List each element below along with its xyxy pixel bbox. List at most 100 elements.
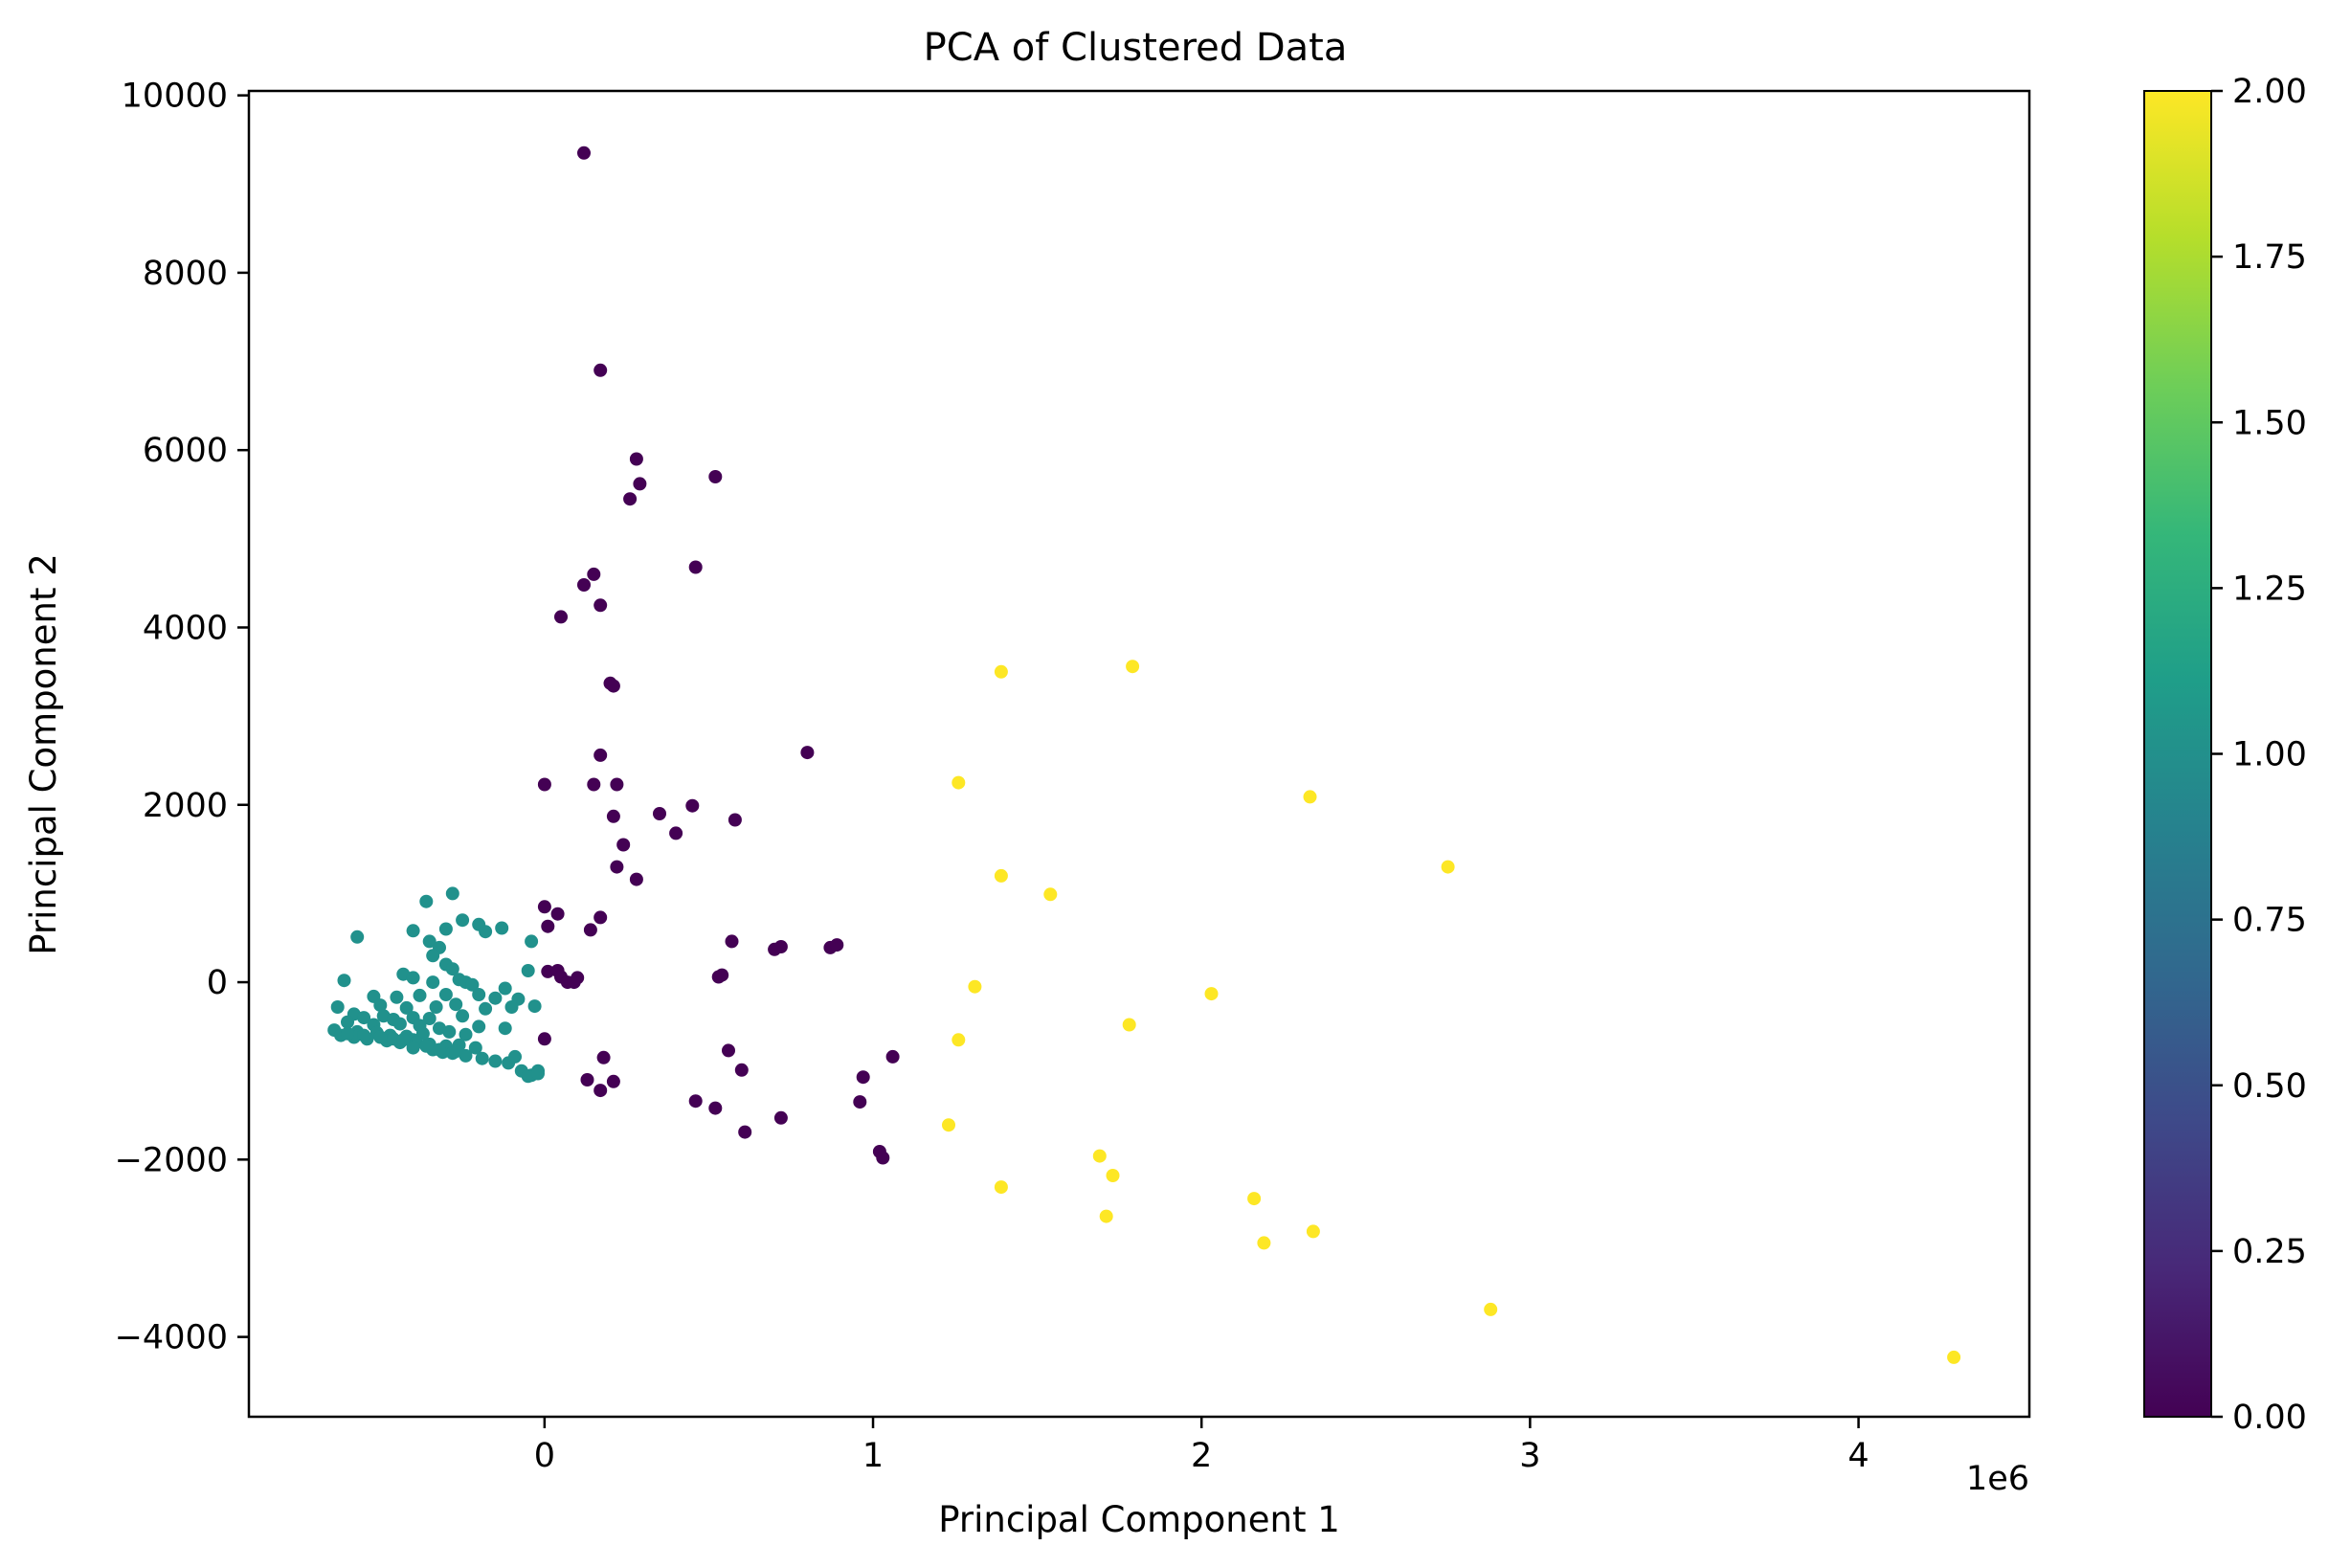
data-point-cluster-2 xyxy=(1106,1169,1120,1182)
data-point-cluster-1 xyxy=(504,1000,519,1014)
data-point-cluster-1 xyxy=(488,1054,503,1068)
colorbar-tick-label: 1.25 xyxy=(2232,570,2307,608)
data-point-cluster-1 xyxy=(399,1000,414,1015)
data-point-cluster-1 xyxy=(426,949,440,963)
data-point-cluster-1 xyxy=(456,913,470,928)
data-point-cluster-1 xyxy=(442,1024,457,1039)
data-point-cluster-1 xyxy=(406,971,420,985)
data-point-cluster-2 xyxy=(952,1033,966,1047)
x-tick-label: 3 xyxy=(1519,1437,1540,1475)
colorbar-tick-label: 1.50 xyxy=(2232,404,2307,442)
data-point-cluster-0 xyxy=(593,748,608,762)
data-point-cluster-1 xyxy=(527,999,542,1014)
data-point-cluster-1 xyxy=(521,964,535,977)
data-point-cluster-1 xyxy=(396,1033,411,1047)
x-axis-offset-label: 1e6 xyxy=(1966,1460,2029,1498)
data-point-cluster-1 xyxy=(445,886,459,901)
data-point-cluster-0 xyxy=(541,919,555,933)
colorbar-tick-label: 2.00 xyxy=(2232,73,2307,111)
data-point-cluster-2 xyxy=(952,775,966,790)
data-point-cluster-1 xyxy=(459,1027,473,1042)
data-point-cluster-1 xyxy=(456,1009,470,1023)
data-point-cluster-1 xyxy=(449,997,463,1012)
data-point-cluster-1 xyxy=(498,1021,512,1036)
data-point-cluster-0 xyxy=(623,492,638,506)
data-point-cluster-0 xyxy=(537,1032,551,1046)
data-point-cluster-1 xyxy=(498,981,512,996)
x-tick-label: 0 xyxy=(534,1437,555,1475)
y-axis: −4000 −2000 0 2000 4000 6000 8000 10000 xyxy=(115,78,249,1357)
colorbar-tick-label: 0.75 xyxy=(2232,902,2307,940)
data-point-cluster-0 xyxy=(606,1074,620,1088)
y-tick-label: −4000 xyxy=(115,1319,228,1357)
data-point-cluster-1 xyxy=(392,1017,407,1031)
data-point-cluster-1 xyxy=(357,1028,371,1042)
data-point-cluster-0 xyxy=(587,567,601,581)
data-point-cluster-0 xyxy=(685,798,700,813)
data-point-cluster-0 xyxy=(593,598,608,613)
data-point-cluster-2 xyxy=(994,1180,1008,1195)
data-point-cluster-2 xyxy=(994,664,1008,679)
y-tick-label: 10000 xyxy=(122,78,228,116)
data-point-cluster-0 xyxy=(629,872,643,886)
data-point-cluster-1 xyxy=(449,1044,463,1059)
data-point-cluster-2 xyxy=(1247,1192,1262,1206)
data-point-cluster-2 xyxy=(1122,1018,1136,1032)
data-point-cluster-0 xyxy=(577,578,591,592)
data-point-cluster-0 xyxy=(571,971,585,985)
data-point-cluster-1 xyxy=(433,1042,446,1057)
data-point-cluster-1 xyxy=(465,977,480,992)
data-point-cluster-0 xyxy=(708,470,723,483)
y-tick-label: 0 xyxy=(207,964,228,1002)
data-point-cluster-0 xyxy=(734,1063,749,1077)
data-point-cluster-0 xyxy=(537,777,551,792)
data-point-cluster-1 xyxy=(390,990,404,1004)
data-point-cluster-2 xyxy=(1257,1236,1271,1250)
data-point-cluster-0 xyxy=(577,146,591,160)
data-point-cluster-2 xyxy=(1306,1224,1320,1239)
data-point-cluster-1 xyxy=(330,1000,345,1014)
scatter-points xyxy=(327,146,1961,1364)
data-point-cluster-2 xyxy=(1441,860,1455,874)
data-point-cluster-1 xyxy=(438,922,453,936)
data-point-cluster-1 xyxy=(426,975,440,990)
data-point-cluster-1 xyxy=(525,934,539,949)
data-point-cluster-2 xyxy=(994,868,1008,883)
colorbar-tick-label: 0.50 xyxy=(2232,1067,2307,1106)
data-point-cluster-0 xyxy=(708,1101,723,1115)
data-point-cluster-0 xyxy=(610,777,624,792)
data-point-cluster-1 xyxy=(350,930,365,944)
data-point-cluster-0 xyxy=(715,968,729,982)
data-point-cluster-0 xyxy=(768,942,782,956)
data-point-cluster-0 xyxy=(856,1070,870,1085)
chart-title: PCA of Clustered Data xyxy=(924,26,1348,70)
data-point-cluster-0 xyxy=(616,838,631,852)
data-point-cluster-0 xyxy=(728,813,742,827)
data-point-cluster-0 xyxy=(773,1110,788,1125)
y-tick-label: 6000 xyxy=(143,432,228,470)
y-tick-label: 8000 xyxy=(143,255,228,293)
data-point-cluster-1 xyxy=(488,991,503,1005)
data-point-cluster-2 xyxy=(1204,987,1219,1001)
plot-area-frame xyxy=(247,89,2031,1419)
data-point-cluster-1 xyxy=(419,894,434,908)
data-point-cluster-0 xyxy=(722,1043,735,1058)
data-point-cluster-0 xyxy=(583,923,597,937)
data-point-cluster-2 xyxy=(1092,1149,1107,1163)
data-point-cluster-1 xyxy=(479,1001,493,1016)
data-point-cluster-0 xyxy=(876,1151,890,1165)
data-point-cluster-2 xyxy=(1099,1209,1113,1223)
data-point-cluster-1 xyxy=(422,934,437,949)
data-point-cluster-1 xyxy=(429,1000,443,1014)
data-point-cluster-0 xyxy=(580,1073,594,1086)
colorbar-tick-label: 0.00 xyxy=(2232,1399,2307,1437)
y-axis-label: Principal Component 2 xyxy=(23,553,64,955)
data-point-cluster-0 xyxy=(593,1084,608,1098)
data-point-cluster-1 xyxy=(508,1049,522,1064)
data-point-cluster-0 xyxy=(610,860,624,874)
y-tick-label: 2000 xyxy=(143,787,228,825)
data-point-cluster-2 xyxy=(1484,1302,1498,1316)
x-tick-label: 2 xyxy=(1191,1437,1212,1475)
